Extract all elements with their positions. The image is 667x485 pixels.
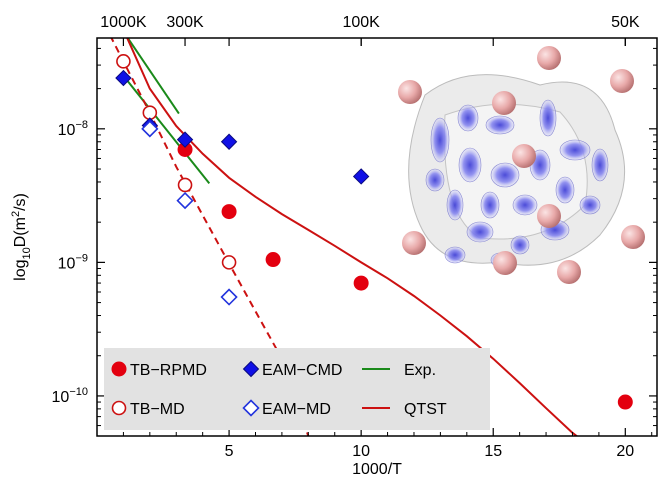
inset-density-blob-icon (485, 115, 515, 135)
TB−RPMD-point (353, 275, 369, 291)
inset-density-blob-icon (510, 235, 530, 255)
top-axis-label: 1000K (100, 14, 147, 31)
inset-density-blob-icon (425, 168, 445, 192)
TB−MD-point (221, 255, 237, 270)
TB−RPMD-point (221, 204, 237, 220)
inset-density-blob-icon (444, 246, 466, 264)
TB−RPMD-point (265, 252, 281, 268)
TB−MD-point (177, 177, 193, 193)
legend: TB−RPMD EAM−CMD Exp. TB−MD EAM−MD QTST (104, 348, 490, 430)
EAM−CMD-point (115, 69, 132, 87)
inset-atom-sphere-icon (492, 91, 516, 115)
QTST-line (126, 38, 579, 436)
inset-atom-sphere-icon (537, 46, 561, 70)
legend-marker-swatch (242, 399, 260, 417)
x-tick-label: 10 (352, 443, 370, 460)
x-tick-label: 15 (484, 443, 502, 460)
inset-density-blob-icon (539, 99, 557, 137)
legend-marker-swatch (111, 400, 127, 416)
legend-label: TB−RPMD (130, 362, 207, 379)
inset-density-blob-icon (591, 148, 609, 182)
x-axis-label: 1000/T (352, 461, 402, 478)
EAM−MD-point (141, 120, 159, 138)
EAM−CMD-point (176, 131, 194, 148)
inset-density-blob-icon (579, 195, 601, 215)
EAM−MD-point (176, 191, 194, 210)
inset-density-blob-icon (555, 176, 575, 204)
qtst-dashed-line (110, 38, 310, 436)
inset-atom-sphere-icon (610, 69, 634, 93)
inset-atom-sphere-icon (621, 225, 645, 249)
inset-density-blob-icon (559, 139, 591, 161)
marker-series-layer (115, 54, 633, 410)
legend-background (104, 348, 490, 430)
inset-density-blob-icon (430, 117, 450, 163)
inset-atom-sphere-icon (512, 144, 536, 168)
TB−MD-point (116, 54, 131, 69)
y-axis-label: log10D(m2/s) (10, 193, 33, 281)
inset-atom-sphere-icon (557, 260, 581, 284)
inset-atom-sphere-icon (493, 251, 517, 275)
legend-marker-swatch (242, 360, 260, 378)
legend-label: EAM−MD (262, 401, 331, 418)
inset-atom-sphere-icon (402, 231, 426, 255)
inset-density-blob-icon (466, 221, 494, 243)
line-series-layer (110, 38, 579, 436)
EAM−MD-point (220, 288, 238, 306)
legend-marker-swatch (111, 361, 127, 377)
EAM−CMD-point (352, 168, 370, 185)
legend-label: QTST (404, 401, 447, 418)
inset-density-blob-icon (512, 194, 538, 216)
top-axis-label: 300K (166, 14, 204, 31)
y-tick-label: 10−10 (52, 386, 88, 406)
top-axis-label: 100K (342, 14, 380, 31)
inset-atom-sphere-icon (537, 204, 561, 228)
lattice-inset-image (398, 46, 645, 284)
legend-label: EAM−CMD (262, 362, 342, 379)
Exp.-line (122, 75, 211, 185)
inset-density-blob-icon (458, 147, 482, 183)
axis-ticks: 5 10 15 20 1000K 300K 100K 50K 10−10 10−9 10−8 (52, 14, 657, 460)
inset-density-blob-icon (480, 191, 500, 219)
TB−RPMD-point (617, 394, 633, 410)
x-tick-label: 20 (616, 443, 634, 460)
inset-density-blob-icon (490, 162, 520, 188)
Exp.-line (126, 38, 180, 115)
inset-density-blob-icon (446, 189, 464, 221)
x-tick-label: 5 (225, 443, 234, 460)
inset-atom-sphere-icon (398, 80, 422, 104)
plot-frame (96, 37, 658, 437)
legend-label: Exp. (404, 362, 436, 379)
top-axis-label: 50K (611, 14, 640, 31)
legend-label: TB−MD (130, 401, 185, 418)
y-tick-label: 10−8 (58, 119, 88, 139)
inset-density-blob-icon (457, 104, 479, 132)
EAM−CMD-point (220, 133, 238, 150)
y-tick-label: 10−9 (58, 252, 88, 272)
